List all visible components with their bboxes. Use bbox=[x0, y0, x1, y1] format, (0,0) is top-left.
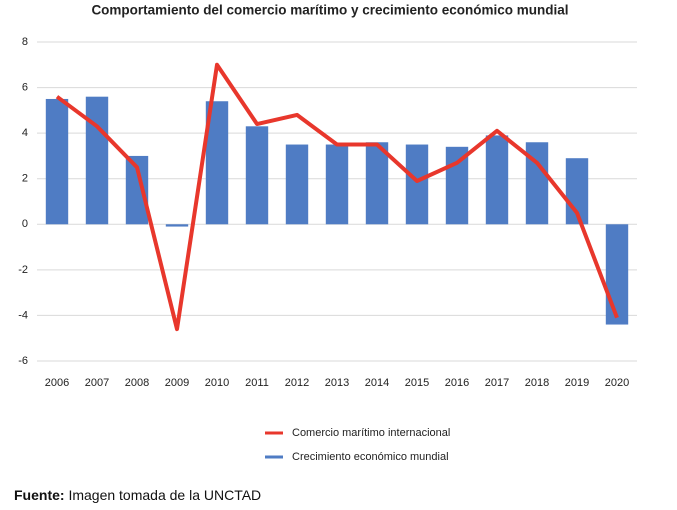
bar bbox=[45, 98, 69, 225]
x-tick-label: 2010 bbox=[205, 377, 229, 389]
bar bbox=[245, 126, 269, 225]
bar bbox=[85, 96, 109, 225]
bar bbox=[285, 144, 309, 225]
x-tick-label: 2017 bbox=[485, 377, 509, 389]
x-tick-label: 2013 bbox=[325, 377, 349, 389]
bar bbox=[485, 135, 509, 225]
x-tick-label: 2016 bbox=[445, 377, 469, 389]
y-tick-label: 8 bbox=[22, 36, 28, 48]
chart-title: Comportamiento del comercio marítimo y c… bbox=[91, 3, 568, 18]
y-tick-label: -4 bbox=[18, 309, 28, 321]
bar bbox=[365, 142, 389, 225]
x-tick-label: 2020 bbox=[605, 377, 629, 389]
x-tick-label: 2015 bbox=[405, 377, 429, 389]
x-tick-label: 2018 bbox=[525, 377, 549, 389]
legend-label: Comercio marítimo internacional bbox=[292, 427, 450, 439]
line bbox=[55, 62, 619, 332]
source-label: Fuente: bbox=[14, 487, 65, 503]
bar bbox=[125, 155, 149, 225]
legend-label: Crecimiento económico mundial bbox=[292, 451, 449, 463]
y-tick-label: 0 bbox=[22, 218, 28, 230]
x-tick-label: 2006 bbox=[45, 377, 69, 389]
y-tick-label: 6 bbox=[22, 81, 28, 93]
x-tick-label: 2008 bbox=[125, 377, 149, 389]
bar bbox=[525, 142, 549, 225]
x-tick-label: 2011 bbox=[245, 377, 269, 389]
bar bbox=[205, 101, 229, 225]
bar bbox=[325, 144, 349, 225]
chart: Comportamiento del comercio marítimo y c… bbox=[18, 3, 637, 463]
y-tick-label: 4 bbox=[22, 127, 28, 139]
x-tick-label: 2012 bbox=[285, 377, 309, 389]
source-text: Imagen tomada de la UNCTAD bbox=[68, 487, 262, 503]
y-tick-label: 2 bbox=[22, 173, 28, 185]
x-tick-label: 2009 bbox=[165, 377, 189, 389]
source: Fuente: Imagen tomada de la UNCTAD bbox=[14, 487, 261, 503]
x-tick-label: 2019 bbox=[565, 377, 589, 389]
x-tick-label: 2007 bbox=[85, 377, 109, 389]
bar bbox=[605, 224, 629, 325]
bar bbox=[165, 224, 189, 227]
y-tick-label: -2 bbox=[18, 264, 28, 276]
bar bbox=[405, 144, 429, 225]
y-tick-label: -6 bbox=[18, 355, 28, 367]
x-tick-label: 2014 bbox=[365, 377, 389, 389]
